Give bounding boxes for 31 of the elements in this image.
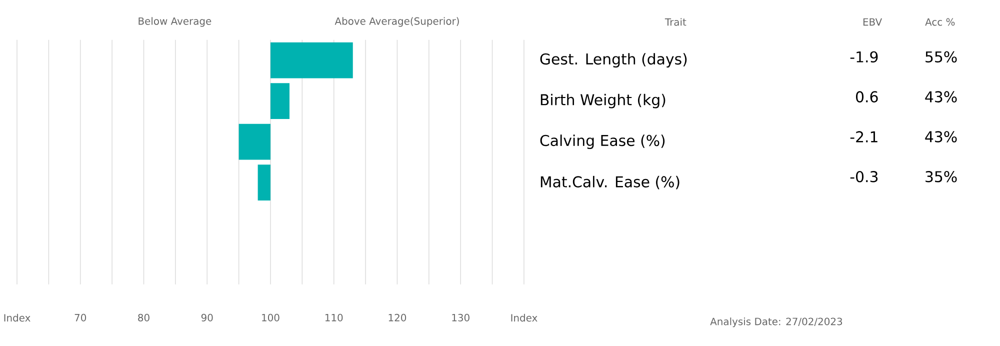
- x-tick-label: 110: [325, 314, 343, 322]
- text: -0.3: [850, 170, 878, 182]
- text: 35%: [926, 170, 957, 182]
- x-tick-label: 80: [138, 314, 150, 322]
- text: EBV: [863, 18, 882, 26]
- text: 0.6: [856, 91, 878, 102]
- y-tick-label: Mat.Calv. Ease (%): [540, 176, 680, 190]
- x-tick-label: 130: [452, 314, 470, 322]
- y-tick-label: Gest. Length (days): [540, 52, 687, 68]
- text: Analysis Date: 27/02/2023: [710, 317, 842, 328]
- x-tick-label: Index: [4, 314, 30, 322]
- bar: [258, 164, 270, 200]
- x-tick-label: 120: [388, 314, 406, 322]
- bar: [270, 42, 353, 78]
- x-tick-label: 90: [201, 314, 213, 322]
- y-tick-label: Calving Ease (%): [540, 134, 665, 149]
- text: Acc %: [925, 18, 955, 26]
- text: 43%: [925, 130, 957, 142]
- text: 43%: [925, 91, 957, 102]
- y-tick-label: Birth Weight (kg): [540, 94, 666, 108]
- text: Above Average(Superior): [334, 16, 459, 27]
- text: Below Average: [138, 16, 212, 27]
- x-tick-label: Index: [511, 314, 538, 322]
- text: -2.1: [850, 131, 878, 142]
- text: 55%: [926, 51, 957, 62]
- bar: [270, 82, 290, 119]
- text: Trait: [664, 18, 686, 26]
- bar: [238, 124, 270, 160]
- x-tick-label: 100: [262, 314, 280, 322]
- text: -1.9: [850, 51, 878, 62]
- x-tick-label: 70: [74, 314, 86, 322]
